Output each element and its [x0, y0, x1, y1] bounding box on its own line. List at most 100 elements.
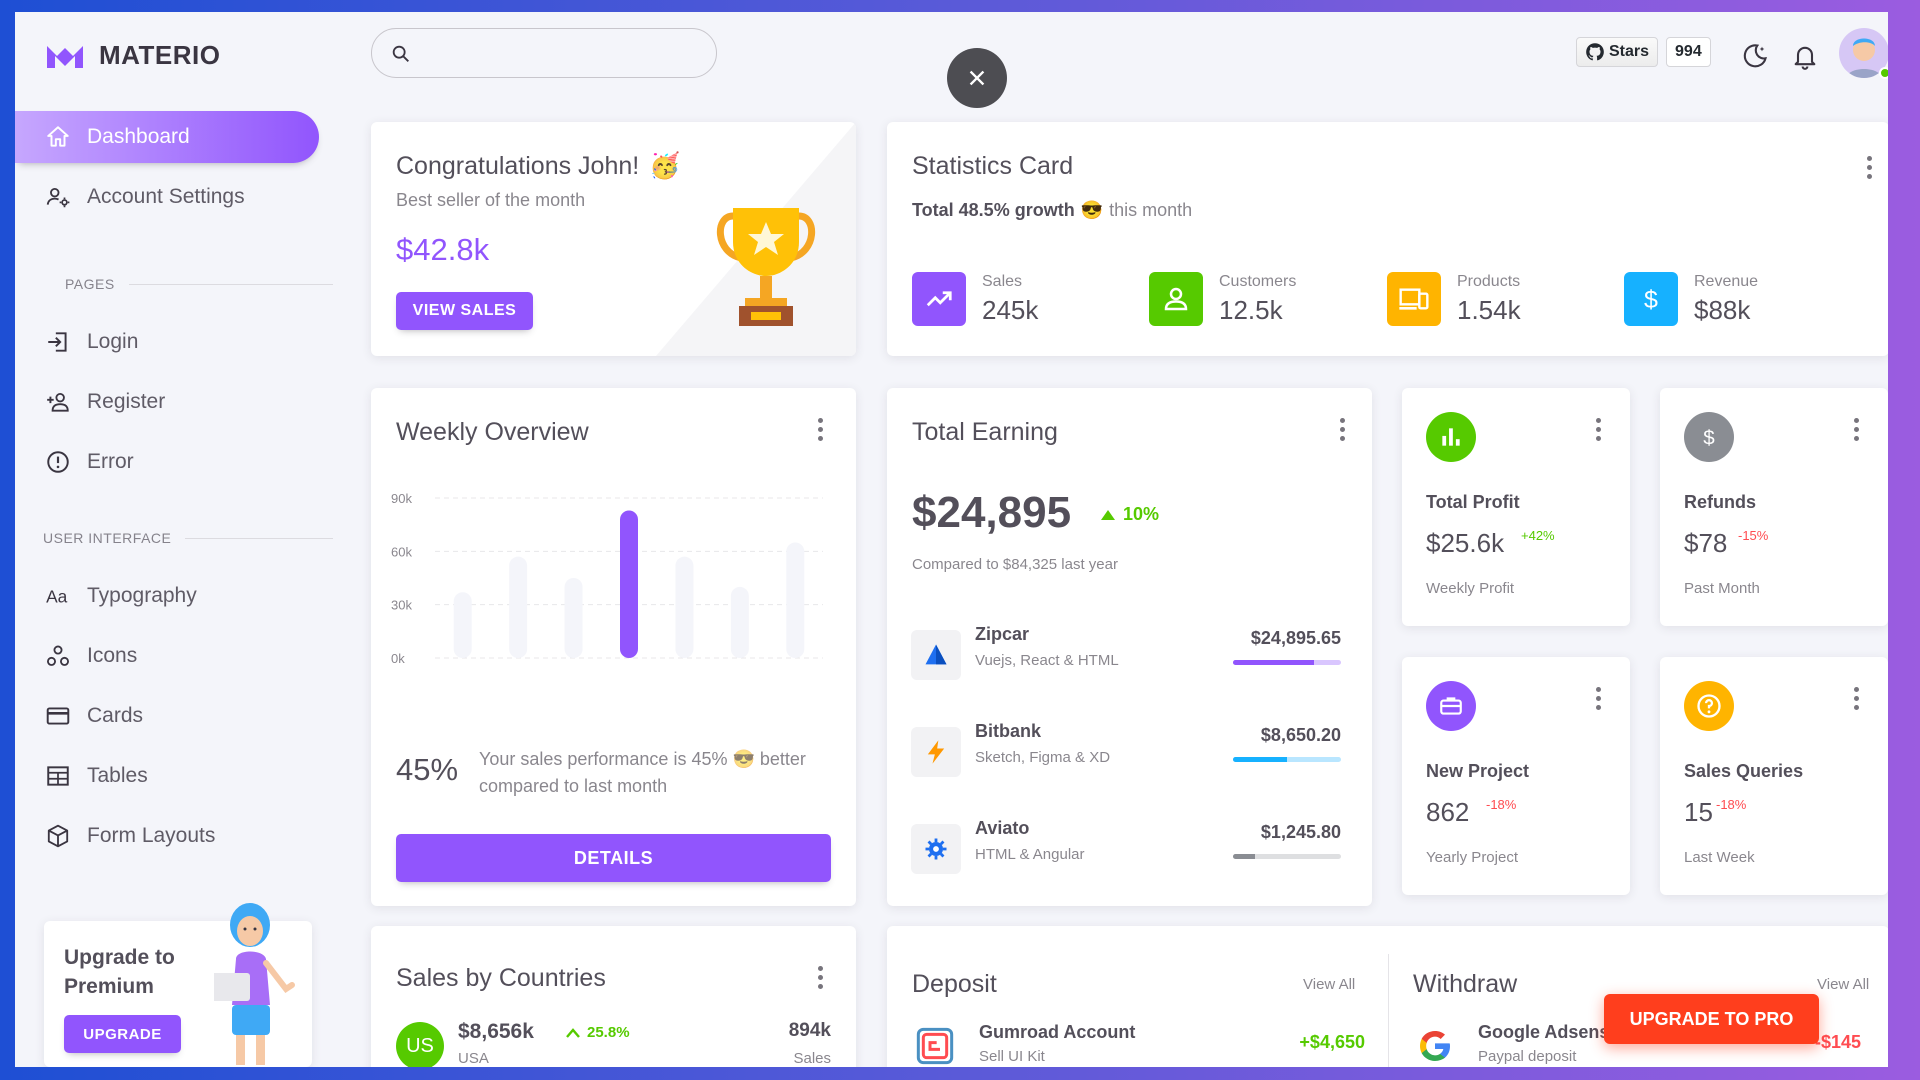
queries-title: Sales Queries	[1684, 761, 1804, 781]
withdraw-view-all-link[interactable]: View All	[1817, 976, 1870, 993]
stat-value: 245k	[982, 294, 1039, 325]
weekly-percent: 45%	[396, 752, 459, 787]
country-value: $8,656k	[458, 1020, 534, 1043]
party-emoji: 🥳	[649, 152, 681, 180]
deposit-name: Gumroad Account	[979, 1022, 1136, 1042]
credit-card-icon	[46, 707, 70, 725]
earning-progress	[1233, 757, 1341, 762]
format-letter-case-icon: Aa	[46, 587, 68, 607]
chart-bar[interactable]	[509, 556, 528, 658]
stat-label: Sales	[982, 272, 1023, 290]
country-name: USA	[458, 1050, 489, 1067]
poll-icon	[1442, 428, 1460, 446]
close-button[interactable]	[947, 48, 1007, 108]
view-sales-button[interactable]: VIEW SALES	[396, 292, 533, 330]
stars-label: Stars	[1609, 43, 1650, 60]
earning-sub: Vuejs, React & HTML	[975, 652, 1119, 669]
earning-progress-fill	[1233, 854, 1255, 859]
upgrade-button[interactable]: UPGRADE	[64, 1015, 181, 1053]
sidebar-item-cards[interactable]: Cards	[15, 690, 319, 742]
bell-icon	[1794, 46, 1816, 70]
table-icon	[47, 766, 69, 786]
profit-more-button[interactable]	[1596, 418, 1602, 441]
avatar[interactable]	[1839, 28, 1888, 78]
congratulations-card: Congratulations John! 🥳 Best seller of t…	[371, 122, 856, 356]
queries-change: -18%	[1716, 797, 1747, 812]
divider	[1388, 954, 1389, 1067]
sidebar-item-login[interactable]: Login	[15, 316, 319, 368]
sidebar-item-label: Dashboard	[87, 125, 190, 148]
currency-usd-icon: $	[1703, 427, 1715, 450]
sidebar-item-dashboard[interactable]: Dashboard	[15, 111, 319, 163]
sidebar-item-label: Error	[87, 450, 134, 473]
earning-name: Bitbank	[975, 721, 1042, 741]
trophy-icon	[716, 208, 816, 326]
weekly-more-button[interactable]	[818, 418, 824, 441]
cube-outline-icon	[47, 824, 69, 848]
deposit-amount: +$4,650	[1299, 1032, 1365, 1052]
gumroad-logo-icon	[916, 1027, 954, 1065]
earning-amount: $24,895	[912, 488, 1072, 537]
refunds-change: -15%	[1738, 528, 1769, 543]
github-stars-badge[interactable]: Stars 994	[1576, 37, 1711, 67]
cool-emoji: 😎	[1080, 200, 1104, 220]
withdraw-amount: -$145	[1814, 1032, 1861, 1052]
upgrade-title-line1: Upgrade to	[64, 946, 175, 969]
upgrade-to-pro-button[interactable]: UPGRADE TO PRO	[1604, 994, 1819, 1044]
aviato-logo-icon	[925, 838, 947, 860]
profit-sub: Weekly Profit	[1426, 580, 1515, 597]
sidebar-item-form-layouts[interactable]: Form Layouts	[15, 810, 319, 862]
chart-bar[interactable]	[620, 510, 638, 658]
chart-bar[interactable]	[786, 542, 805, 658]
sidebar-item-account-settings[interactable]: Account Settings	[15, 171, 319, 223]
deposit-title: Deposit	[912, 970, 997, 998]
brand-logo[interactable]: MATERIO	[45, 40, 220, 71]
chart-bar[interactable]	[730, 586, 749, 658]
statistics-more-button[interactable]	[1867, 156, 1873, 179]
sidebar-item-icons[interactable]: Icons	[15, 630, 319, 682]
stat-label: Products	[1457, 272, 1521, 290]
project-more-button[interactable]	[1596, 687, 1602, 710]
weekly-desc-line1: Your sales performance is 45% 😎 better	[479, 749, 806, 769]
country-sales-label: Sales	[793, 1050, 831, 1067]
queries-more-button[interactable]	[1854, 687, 1860, 710]
sidebar-item-error[interactable]: Error	[15, 436, 319, 488]
chevron-up-icon	[566, 1027, 580, 1038]
countries-more-button[interactable]	[818, 966, 824, 989]
briefcase-icon	[1440, 697, 1462, 715]
sales-queries-card: Sales Queries 15 -18% Last Week	[1660, 657, 1888, 895]
sidebar-item-register[interactable]: Register	[15, 376, 319, 428]
stat-label: Revenue	[1694, 272, 1759, 290]
stat-label: Customers	[1219, 272, 1297, 290]
growth-period: this month	[1109, 200, 1193, 220]
chart-bar[interactable]	[564, 578, 583, 658]
section-title-pages: PAGES	[43, 276, 333, 292]
chart-bar[interactable]	[675, 556, 694, 658]
notifications-button[interactable]	[1787, 38, 1823, 74]
search-bar[interactable]	[371, 28, 717, 78]
statistics-title: Statistics Card	[912, 152, 1074, 180]
queries-value: 15	[1684, 797, 1713, 827]
sidebar-item-tables[interactable]: Tables	[15, 750, 319, 802]
deposit-view-all-link[interactable]: View All	[1303, 976, 1356, 993]
details-button[interactable]: DETAILS	[396, 834, 831, 882]
stat-products: Products 1.54k	[1387, 272, 1521, 326]
sidebar-item-typography[interactable]: Aa Typography	[15, 570, 319, 622]
weekly-title: Weekly Overview	[396, 418, 589, 446]
upgrade-title-line2: Premium	[64, 975, 154, 998]
y-tick-label: 0k	[391, 651, 405, 666]
earning-row-bitbank: Bitbank Sketch, Figma & XD $8,650.20	[911, 721, 1341, 791]
earning-more-button[interactable]	[1340, 418, 1346, 441]
withdraw-name: Google Adsense	[1478, 1022, 1620, 1042]
earning-compare: Compared to $84,325 last year	[912, 556, 1118, 573]
sidebar-item-label: Account Settings	[87, 185, 245, 208]
y-tick-label: 90k	[391, 491, 412, 506]
congrats-title: Congratulations John!	[396, 152, 640, 180]
theme-toggle-button[interactable]	[1737, 38, 1773, 74]
currency-usd-icon: $	[1644, 286, 1658, 314]
chart-bar[interactable]	[453, 592, 472, 658]
refunds-more-button[interactable]	[1854, 418, 1860, 441]
github-icon	[1586, 43, 1604, 61]
stat-sales: Sales 245k	[912, 272, 1038, 326]
arrow-up-icon	[1101, 509, 1115, 520]
